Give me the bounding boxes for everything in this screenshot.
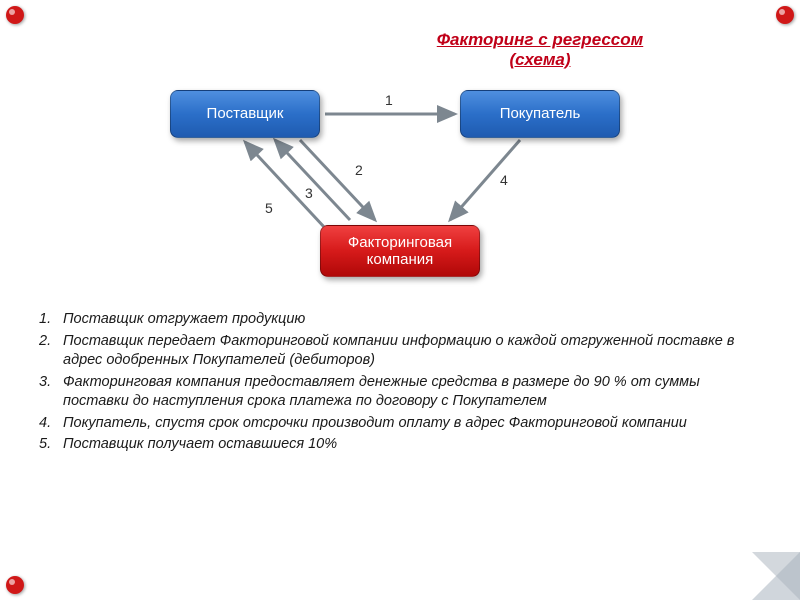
arrow-a4 bbox=[450, 140, 520, 220]
step-3: Факторинговая компания предоставляет ден… bbox=[35, 373, 760, 412]
page-title: Факторинг с регрессом (схема) bbox=[0, 30, 800, 70]
arrow-label-a1: 1 bbox=[385, 92, 393, 108]
pin-tr bbox=[776, 6, 794, 24]
steps-list: Поставщик отгружает продукциюПоставщик п… bbox=[35, 310, 760, 457]
arrow-a2 bbox=[300, 140, 375, 220]
arrow-label-a2: 2 bbox=[355, 162, 363, 178]
step-2: Поставщик передает Факторинговой компани… bbox=[35, 332, 760, 371]
flow-diagram: Поставщик Покупатель Факторинговая компани… bbox=[130, 80, 670, 280]
arrow-label-a3: 3 bbox=[305, 185, 313, 201]
arrow-a3 bbox=[275, 140, 350, 220]
pin-tl bbox=[6, 6, 24, 24]
node-factor: Факторинговая компания bbox=[320, 225, 480, 277]
arrow-a5 bbox=[245, 142, 325, 228]
pin-bl bbox=[6, 576, 24, 594]
title-line1: Факторинг с регрессом bbox=[437, 30, 643, 49]
step-4: Покупатель, спустя срок отсрочки произво… bbox=[35, 414, 760, 434]
step-5: Поставщик получает оставшиеся 10% bbox=[35, 435, 760, 455]
node-supplier: Поставщик bbox=[170, 90, 320, 138]
step-1: Поставщик отгружает продукцию bbox=[35, 310, 760, 330]
title-line2: (схема) bbox=[509, 50, 570, 69]
arrow-label-a4: 4 bbox=[500, 172, 508, 188]
arrow-label-a5: 5 bbox=[265, 200, 273, 216]
page-corner-fold bbox=[752, 552, 800, 600]
node-buyer: Покупатель bbox=[460, 90, 620, 138]
